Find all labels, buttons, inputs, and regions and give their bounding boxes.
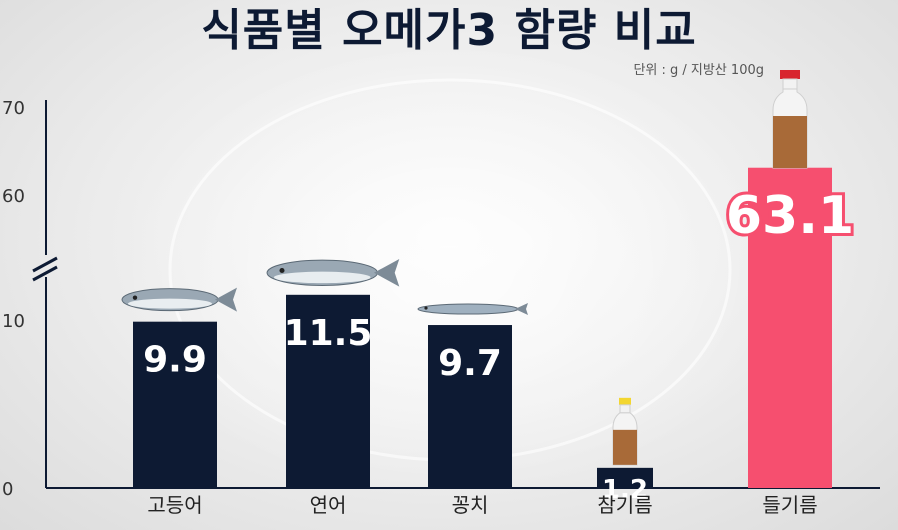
fish-eye <box>279 268 284 273</box>
data-label: 9.9 <box>143 340 207 381</box>
x-tick-label: 연어 <box>310 493 347 517</box>
y-tick-label: 0 <box>2 479 13 500</box>
fish-belly <box>274 272 371 284</box>
x-tick-label: 꽁치 <box>452 493 489 517</box>
bottle-oil <box>613 430 637 465</box>
x-tick-label: 들기름 <box>762 493 817 517</box>
x-tick-label: 고등어 <box>147 493 202 517</box>
data-label: 11.5 <box>284 313 373 354</box>
fish-eye <box>424 306 427 309</box>
bottle-cap <box>780 70 800 79</box>
bottle-neck <box>620 405 630 413</box>
y-tick-label: 70 <box>2 98 25 119</box>
bottle-cap <box>619 398 631 405</box>
data-label: 9.7 <box>438 343 502 384</box>
fish-belly <box>128 299 212 309</box>
oil-bottle-icon <box>773 70 807 168</box>
data-label: 63.1 <box>726 186 854 246</box>
bottle-oil <box>773 116 807 168</box>
fish-body <box>418 304 518 314</box>
x-tick-label: 참기름 <box>597 493 652 517</box>
y-tick-label: 10 <box>2 311 25 332</box>
fish-eye <box>133 295 137 299</box>
bottle-neck <box>783 79 797 89</box>
y-tick-label: 60 <box>2 186 25 207</box>
